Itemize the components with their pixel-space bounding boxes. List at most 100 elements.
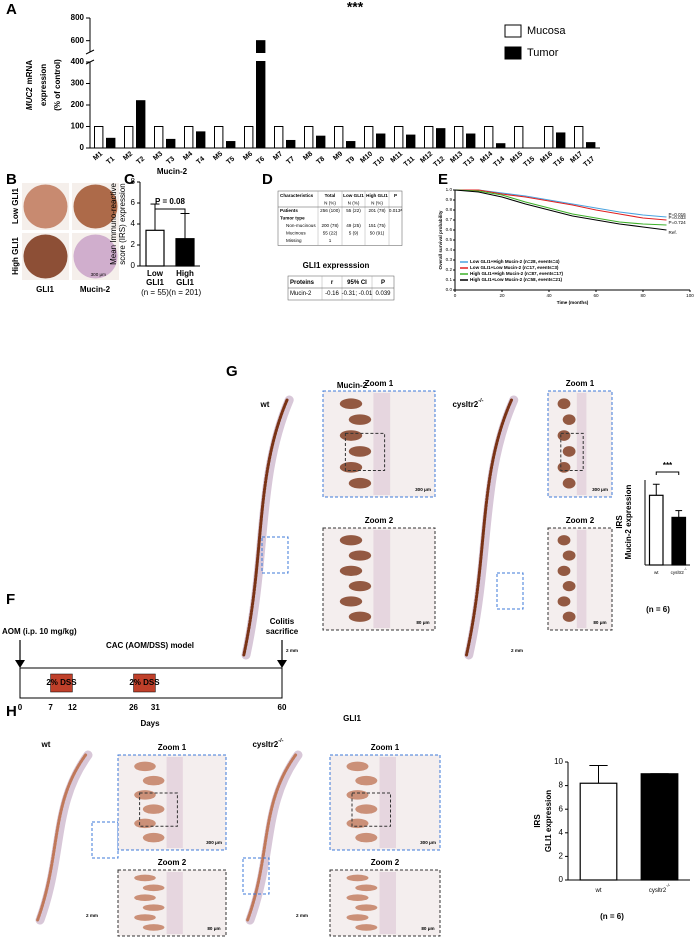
- table-cell: P: [394, 193, 397, 198]
- table-cell: -0.16: [325, 291, 339, 297]
- x-tick-label: wt: [654, 570, 659, 575]
- x-tick-label: M2: [122, 151, 134, 163]
- legend-swatch: [504, 24, 522, 38]
- tissue-crypt: [562, 550, 576, 561]
- table-cell: Patients: [280, 208, 298, 213]
- tissue-crypt: [346, 894, 369, 902]
- bar: [106, 137, 116, 149]
- bar: [175, 238, 195, 267]
- tissue-crypt: [355, 804, 378, 814]
- zoom-region: [242, 857, 270, 895]
- tissue-stain: [36, 753, 88, 922]
- table-cell: 201 (78): [368, 208, 386, 213]
- table-border: [277, 190, 403, 246]
- dss-period: [133, 673, 156, 693]
- bar: [496, 143, 506, 149]
- column-label: GLI1: [36, 285, 54, 294]
- table-cell: 5 (9): [349, 230, 359, 235]
- day-label: 26: [129, 703, 138, 712]
- axis-label: Days: [140, 719, 160, 728]
- panel-letter: F: [6, 591, 15, 608]
- tissue-crypt: [348, 581, 372, 592]
- dss-label: 2% DSS: [46, 678, 77, 687]
- tissue-crypt: [142, 904, 165, 911]
- bar: [466, 133, 476, 149]
- day-label: 0: [18, 703, 23, 712]
- panel-letter: C: [124, 171, 135, 188]
- genotype-label: wt: [41, 740, 51, 749]
- y-tick-label: 0.3: [446, 257, 453, 262]
- genotype-sup: -/-: [666, 883, 671, 888]
- scale-label: 2 mm: [296, 913, 308, 918]
- zoom-region: [261, 536, 289, 574]
- x-tick-label: Low: [147, 269, 164, 278]
- y-tick-label: 0.2: [446, 267, 453, 272]
- tissue-crypt: [339, 462, 363, 473]
- significance: ***: [663, 461, 673, 470]
- annotation: P = 0.08: [155, 197, 185, 206]
- zoom-region: [496, 572, 524, 610]
- day-label: 31: [151, 703, 160, 712]
- genotype-label: cysltr2-/-: [452, 398, 483, 409]
- genotype-name: wt: [41, 740, 51, 749]
- y-axis-label: Mean Immuno-reactive: [109, 183, 118, 265]
- bar: [166, 138, 176, 149]
- y-tick-label: 600: [71, 36, 85, 45]
- arrow-head: [15, 660, 25, 668]
- zoom-region: [560, 432, 584, 471]
- start-label: AOM (i.p. 10 mg/kg): [2, 627, 77, 636]
- tissue-crypt: [557, 535, 571, 546]
- tissue-stain: [246, 753, 298, 922]
- x-tick-label: M6: [242, 151, 254, 163]
- panel-letter: B: [6, 171, 17, 188]
- tissue-crypt: [348, 477, 372, 489]
- y-tick-label: 2: [559, 852, 564, 861]
- significance: ***: [347, 0, 364, 15]
- scale-label: 80 μm: [207, 926, 220, 931]
- n-label: (n = 6): [600, 912, 624, 921]
- panel-title: GLI1: [343, 714, 361, 723]
- dss-label: 2% DSS: [129, 678, 160, 687]
- tissue-crypt: [348, 550, 372, 561]
- tissue-crypt: [346, 790, 369, 800]
- table-cell: Mucinous: [286, 230, 306, 235]
- bar: [544, 126, 554, 149]
- genotype-name: wt: [260, 400, 270, 409]
- x-tick-label: T10: [372, 156, 386, 169]
- y-tick-label: 0: [80, 143, 85, 152]
- bar: [136, 100, 146, 149]
- day-label: 7: [48, 703, 53, 712]
- x-tick-label: M4: [182, 151, 194, 163]
- axis-break: [85, 49, 95, 55]
- y-axis-label-gene: MUC2: [25, 87, 34, 110]
- zoom-region: [351, 792, 391, 827]
- genotype-sup: -/-: [278, 738, 283, 744]
- bar: [579, 782, 618, 881]
- tissue-band: [373, 393, 391, 495]
- tissue-outline: [35, 750, 93, 925]
- x-tick-label: T12: [432, 156, 446, 169]
- x-tick-label: High: [176, 269, 194, 278]
- zoom-label: Zoom 1: [371, 743, 400, 752]
- x-tick-label: 40: [546, 293, 552, 298]
- tissue-crypt: [557, 398, 571, 410]
- genotype-sup: -/-: [478, 398, 483, 404]
- table-cell: High GLI1: [366, 193, 388, 198]
- x-tick-label: cysltr2-/-: [671, 567, 687, 575]
- x-tick-label: T14: [492, 156, 506, 169]
- genotype-label: wt: [260, 400, 270, 409]
- y-tick-label: 0: [131, 261, 136, 270]
- x-tick-label: 20: [499, 293, 505, 298]
- genotype-name: cysltr2: [452, 400, 478, 409]
- table-cell: Tumor type: [280, 215, 305, 220]
- bar: [94, 126, 104, 149]
- y-tick-label: 4: [131, 219, 136, 228]
- tissue-crypt: [355, 884, 378, 892]
- genotype-name: cysltr2: [252, 740, 278, 749]
- x-tick-label: M11: [390, 151, 405, 165]
- panel-letter: G: [226, 363, 238, 380]
- bar: [454, 126, 464, 149]
- scale-label: 2 mm: [286, 648, 298, 653]
- curve-label: Ref.: [669, 230, 677, 235]
- chart-title: Mucin-2: [157, 167, 188, 176]
